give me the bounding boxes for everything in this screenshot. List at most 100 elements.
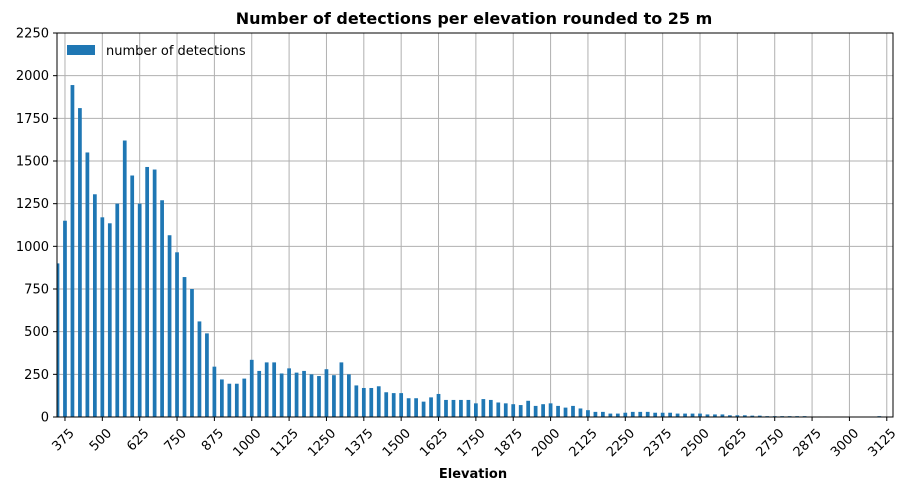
bar-925 — [227, 383, 232, 417]
bar-1375 — [361, 387, 366, 417]
bar-1275 — [332, 375, 336, 417]
bar-850 — [205, 333, 209, 417]
legend-label: number of detections — [106, 44, 246, 59]
y-tick-label: 1750 — [16, 112, 49, 127]
bar-1100 — [279, 373, 284, 417]
y-tick-label: 750 — [24, 283, 49, 298]
plot-frame — [56, 32, 894, 418]
bar-2450 — [683, 413, 687, 417]
bar-2650 — [742, 415, 747, 417]
bar-2300 — [638, 411, 643, 417]
bar-525 — [107, 223, 112, 417]
bar-1000 — [249, 359, 254, 417]
bar-2325 — [645, 411, 650, 417]
bar-1700 — [459, 399, 463, 417]
bar-1600 — [429, 397, 433, 417]
y-tick-label: 250 — [24, 368, 49, 383]
bar-2475 — [690, 413, 695, 417]
bar-1900 — [518, 405, 523, 417]
bar-1800 — [488, 399, 493, 417]
bar-1300 — [339, 362, 344, 417]
bar-575 — [122, 140, 127, 417]
bar-1875 — [511, 404, 516, 417]
bar-825 — [197, 321, 202, 417]
legend-swatch — [67, 45, 95, 55]
bar-1225 — [317, 376, 321, 417]
y-tick-label: 500 — [24, 325, 49, 340]
bar-2025 — [556, 405, 560, 417]
legend: number of detections — [67, 44, 246, 59]
bar-875 — [212, 366, 217, 417]
bar-2200 — [608, 413, 613, 417]
bar-2600 — [728, 415, 732, 417]
bar-675 — [152, 169, 157, 417]
bar-400 — [70, 85, 75, 417]
bar-2575 — [720, 414, 725, 417]
bar-1825 — [496, 402, 501, 417]
bar-975 — [242, 378, 247, 417]
bar-2000 — [548, 403, 553, 417]
bar-1950 — [533, 405, 538, 417]
bar-1200 — [309, 374, 314, 417]
bar-1025 — [257, 370, 262, 417]
bar-2425 — [675, 413, 680, 417]
bar-2550 — [713, 414, 717, 417]
bar-2175 — [601, 411, 605, 417]
bar-500 — [100, 217, 105, 417]
bar-2375 — [660, 412, 665, 417]
bar-1450 — [384, 392, 389, 417]
y-tick-label: 1000 — [16, 240, 49, 255]
bar-350 — [57, 263, 60, 417]
bar-625 — [137, 203, 142, 417]
bar-700 — [160, 200, 164, 417]
bar-1125 — [287, 368, 291, 417]
bar-1350 — [354, 385, 359, 417]
bar-2675 — [750, 415, 755, 417]
bar-2275 — [630, 411, 635, 417]
bar-800 — [190, 289, 194, 417]
x-axis-title: Elevation — [439, 467, 507, 482]
bar-450 — [85, 152, 90, 417]
bar-1150 — [294, 372, 299, 417]
bar-2625 — [735, 415, 740, 417]
bar-1400 — [369, 387, 374, 417]
bar-2075 — [571, 405, 575, 417]
bar-600 — [130, 175, 135, 417]
bar-2125 — [586, 410, 590, 417]
y-tick-label: 0 — [41, 411, 49, 426]
bar-1550 — [414, 398, 418, 417]
bar-1425 — [376, 386, 381, 417]
bar-1575 — [421, 401, 426, 417]
bar-1750 — [474, 403, 478, 417]
bar-2150 — [593, 411, 598, 417]
bar-900 — [219, 379, 224, 417]
bar-2350 — [653, 412, 658, 417]
bar-1475 — [391, 393, 396, 417]
bar-1325 — [347, 374, 351, 417]
bar-2400 — [668, 412, 672, 417]
bar-1925 — [526, 400, 531, 417]
bar-1250 — [324, 369, 329, 417]
bar-475 — [92, 194, 97, 417]
bar-1500 — [399, 393, 404, 417]
bar-775 — [182, 277, 187, 417]
bar-1650 — [444, 399, 448, 417]
bar-425 — [78, 108, 82, 418]
bar-1675 — [451, 399, 456, 417]
chart-title: Number of detections per elevation round… — [236, 9, 713, 28]
bar-2250 — [623, 412, 628, 417]
bar-1050 — [264, 362, 269, 417]
bar-2225 — [615, 413, 620, 417]
bar-2050 — [563, 407, 568, 417]
y-tick-label: 2250 — [16, 27, 49, 42]
bar-2525 — [705, 414, 710, 417]
bar-1175 — [302, 370, 306, 417]
bar-725 — [167, 235, 172, 417]
y-tick-label: 1250 — [16, 197, 49, 212]
bar-650 — [145, 166, 150, 417]
bar-1625 — [436, 393, 441, 417]
y-tick-label: 1500 — [16, 155, 49, 170]
bar-2500 — [698, 413, 702, 417]
bar-750 — [175, 252, 179, 417]
